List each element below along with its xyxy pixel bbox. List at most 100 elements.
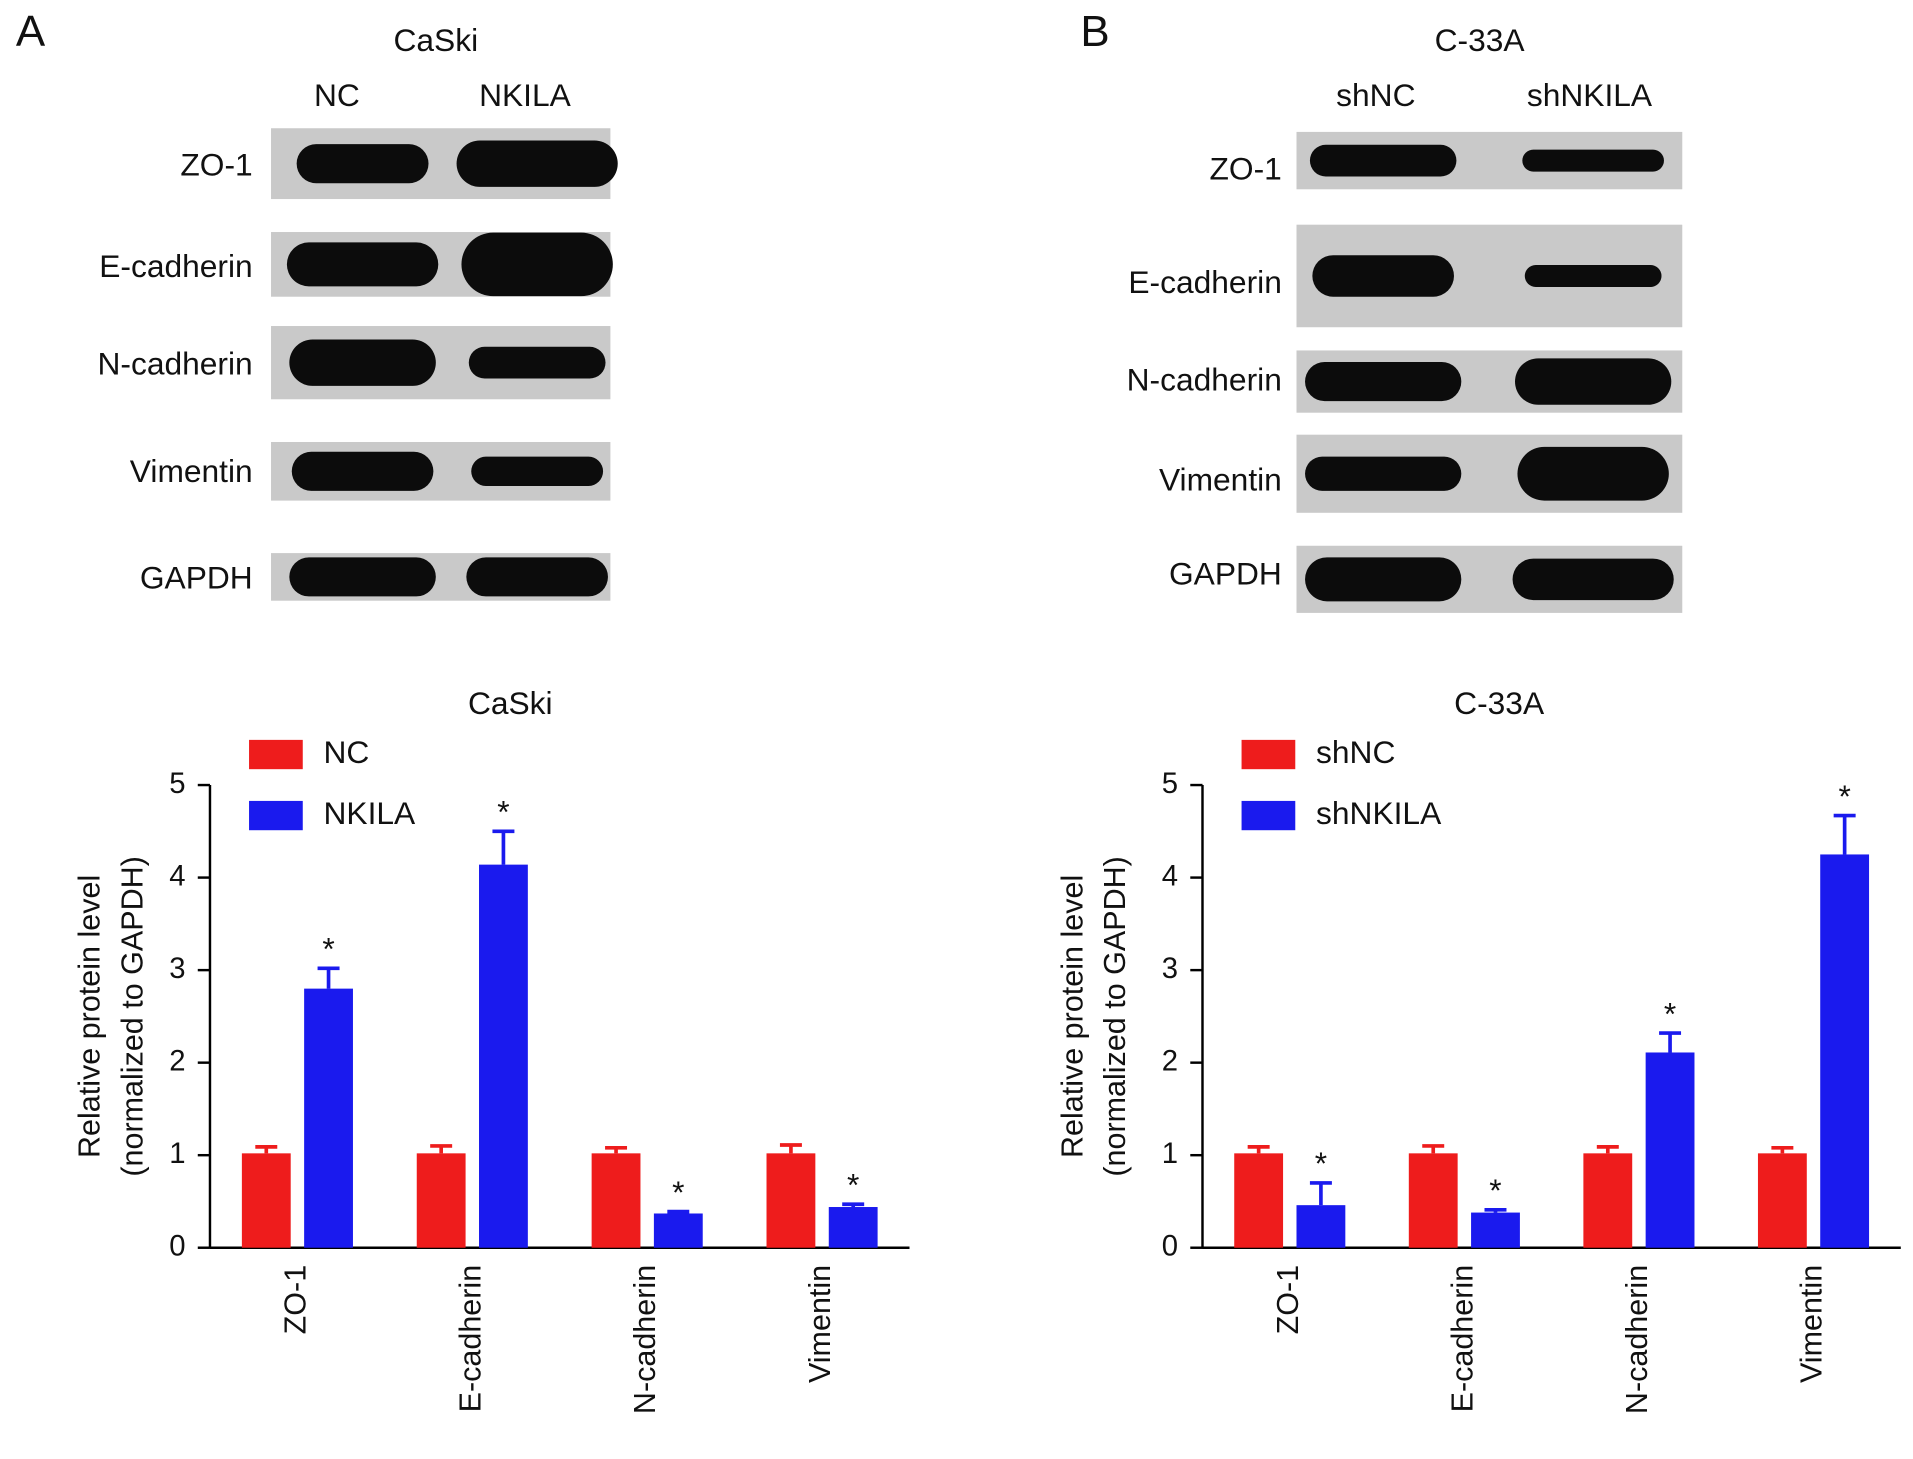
row-label: GAPDH [1169,556,1282,592]
x-tick-label: Vimentin [803,1265,837,1383]
bar [1296,1205,1346,1248]
blot-band [471,456,604,486]
row-label: N-cadherin [97,346,252,382]
legend-swatch [1241,739,1296,770]
significance-label: * [672,1174,684,1210]
blot-band [1524,264,1662,287]
blot-band [466,557,608,597]
y-tick-label: 1 [1162,1137,1178,1170]
y-tick-label: 4 [169,859,185,892]
legend-label: NKILA [324,795,417,831]
y-tick-label: 1 [169,1137,185,1170]
row-label: ZO-1 [1210,150,1282,186]
error-bar [430,1144,453,1154]
y-axis-label: (normalized to GAPDH) [115,856,149,1177]
row-label: N-cadherin [1127,362,1282,398]
legend-swatch [249,739,303,770]
bar [1408,1153,1458,1248]
blot-band [296,144,429,184]
blot-title: C-33A [1435,22,1526,58]
legend-label: shNKILA [1316,795,1442,831]
blot-band [286,242,439,287]
y-tick-label: 0 [1162,1229,1178,1262]
blot-band [1305,362,1462,402]
error-bar [1833,813,1856,855]
bar [1583,1153,1633,1248]
error-bar [317,966,340,989]
row-label: E-cadherin [99,248,252,284]
error-bar [605,1145,628,1154]
bar [241,1153,291,1248]
row-label: Vimentin [130,453,253,489]
error-bar [1422,1144,1445,1154]
blot-band [1309,144,1457,177]
blot-band [1515,358,1672,405]
blot-band [1305,557,1462,602]
bar [479,864,528,1248]
y-tick-label: 5 [169,767,185,800]
blot-band [1522,149,1664,172]
blot-band [289,557,436,597]
y-tick-label: 2 [169,1044,185,1077]
chart-title: CaSki [468,685,553,721]
error-bar [842,1202,865,1208]
error-bar [1247,1145,1270,1154]
error-bar [1659,1031,1682,1053]
y-axis-label: (normalized to GAPDH) [1098,856,1132,1177]
y-axis-label: Relative protein level [1055,875,1089,1158]
y-tick-label: 3 [1162,952,1178,985]
error-bar [667,1209,690,1214]
lane-label: shNKILA [1527,77,1653,113]
row-label: ZO-1 [180,147,252,183]
error-bar [1484,1207,1507,1213]
panel-label: B [1080,7,1109,56]
error-bar [492,829,515,865]
blot-band [456,140,618,187]
legend-swatch [1241,800,1296,831]
bar [1820,854,1870,1248]
y-tick-label: 3 [169,952,185,985]
significance-label: * [1664,995,1676,1031]
blot-band [1305,456,1462,491]
error-bar [1596,1145,1619,1154]
bar [1757,1153,1807,1248]
x-tick-label: N-cadherin [628,1265,662,1414]
legend-label: NC [324,734,370,770]
significance-label: * [497,794,509,830]
significance-label: * [847,1167,859,1203]
blot-band [1517,446,1669,501]
x-tick-label: N-cadherin [1620,1265,1654,1414]
row-label: Vimentin [1159,462,1282,498]
lane-label: NC [314,77,360,113]
blot-band [289,339,436,386]
bar [1471,1212,1520,1248]
error-bar [1771,1145,1794,1154]
blot-title: CaSki [393,22,478,58]
error-bar [1309,1181,1332,1206]
x-tick-label: Vimentin [1795,1265,1829,1383]
blot-band [461,232,613,297]
legend-swatch [249,800,303,831]
significance-label: * [1315,1145,1327,1181]
lane-label: NKILA [479,77,572,113]
lane-label: shNC [1336,77,1415,113]
bar [766,1153,816,1248]
bar [591,1153,641,1248]
significance-label: * [322,931,334,967]
y-tick-label: 2 [1162,1044,1178,1077]
significance-label: * [1489,1172,1501,1208]
blot-band [1312,255,1454,297]
bar [1645,1052,1695,1248]
y-tick-label: 0 [169,1229,185,1262]
row-label: E-cadherin [1128,264,1281,300]
row-label: GAPDH [140,559,253,595]
x-tick-label: ZO-1 [1271,1265,1305,1335]
significance-label: * [1838,778,1850,814]
error-bar [779,1143,802,1154]
x-tick-label: ZO-1 [278,1265,312,1335]
y-tick-label: 4 [1162,859,1178,892]
x-tick-label: E-cadherin [1445,1265,1479,1413]
panel-label: A [16,7,46,56]
y-axis-label: Relative protein level [73,875,107,1158]
